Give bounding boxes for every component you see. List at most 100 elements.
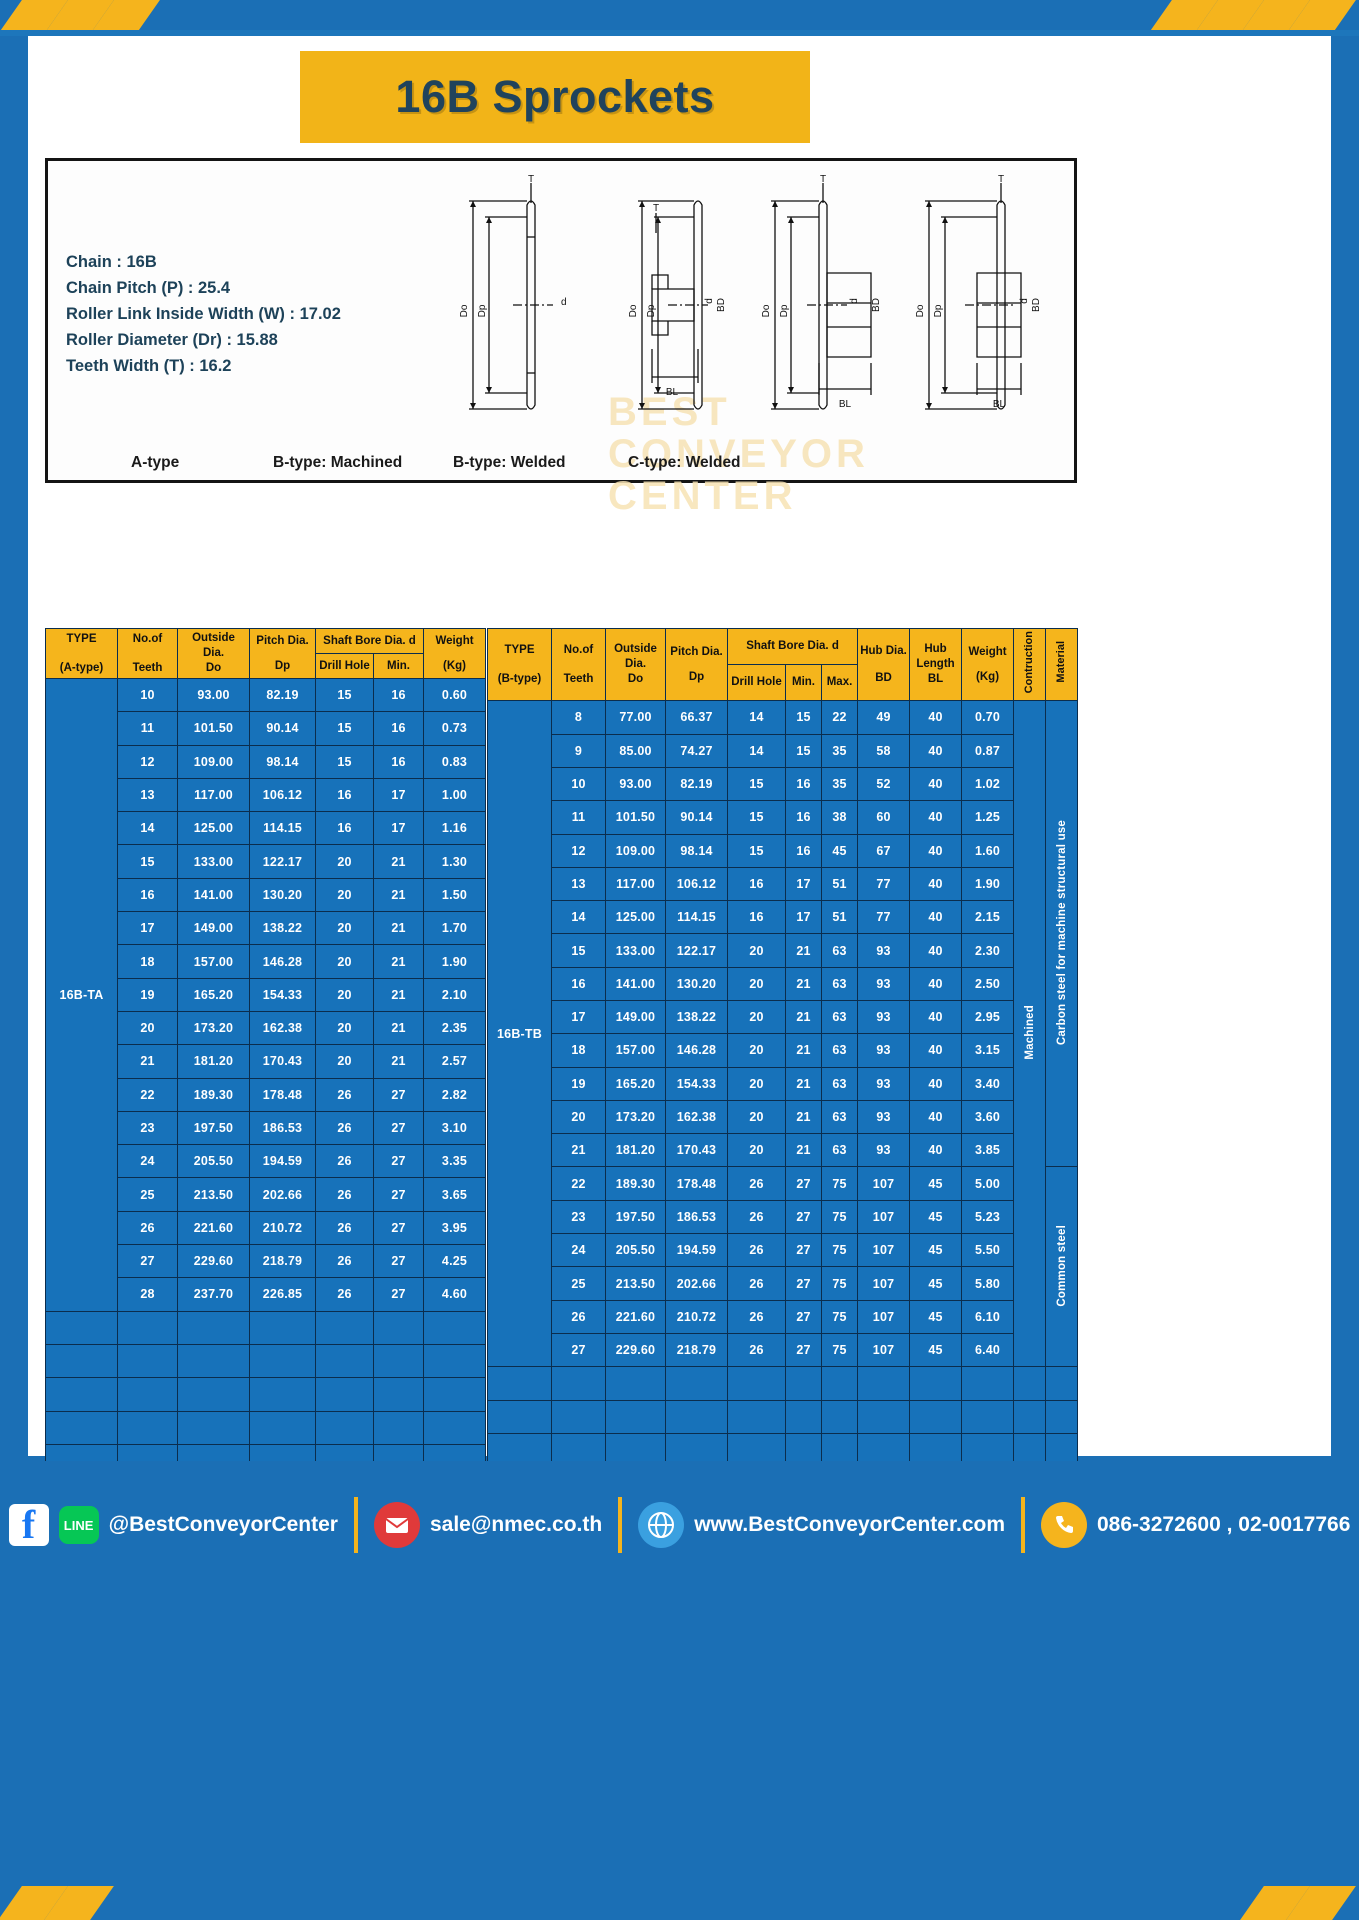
table-cell: 27 [373,1277,424,1312]
table-cell-empty [177,1377,250,1412]
th-a-weight-l1: Weight [435,634,474,647]
table-cell: 20 [117,1010,178,1046]
table-cell: 20 [727,933,786,968]
phone-contact[interactable]: 086-3272600 , 02-0017766 [1041,1502,1350,1548]
table-cell: 189.30 [177,1077,250,1112]
table-cell-empty [487,1366,552,1401]
cell-material-2: Common steel [1045,1166,1079,1368]
line-icon-label: LINE [63,1517,94,1533]
table-cell: 17 [551,999,606,1035]
table-cell: 157.00 [605,1033,666,1068]
table-row: 16B-TB 8 77.00 66.37 14 15 22 49 40 0.70 Machined C… [487,700,1079,1368]
table-cell: 20 [727,999,786,1035]
facebook-icon[interactable]: f [8,1504,49,1546]
table-cell: 15 [785,733,822,768]
table-cell: 63 [820,1133,859,1168]
table-row: 21 181.20 170.43 20 21 63 93 40 3.85 [488,1133,1078,1168]
table-cell: 165.20 [605,1066,666,1101]
th-b-teeth-l1: No.of [563,643,594,656]
table-cell: 181.20 [177,1044,250,1079]
divider-2 [618,1497,623,1553]
table-cell: 16 [315,811,374,846]
phone-icon[interactable] [1041,1502,1087,1548]
table-cell: 15 [315,744,374,779]
table-row: 10 93.00 82.19 15 16 35 52 40 1.02 [488,766,1078,802]
table-cell: 67 [857,833,911,868]
table-cell: 26 [727,1166,786,1201]
table-cell: 26 [315,1177,374,1212]
table-cell: 13 [551,866,606,902]
facebook-contact[interactable]: f LINE @BestConveyorCenter [8,1504,338,1546]
table-cell: 40 [909,800,963,835]
th-a-pitch-l2: Dp [274,659,291,672]
mail-icon[interactable] [373,1502,420,1548]
svg-text:Do: Do [628,304,639,317]
th-b-weight: Weight (Kg) [961,627,1015,702]
table-row: 23 197.50 186.53 26 27 75 107 45 5.23 [488,1199,1078,1235]
table-cell: 16 [551,966,606,1002]
table-cell: 141.00 [177,877,250,913]
website-url[interactable]: www.BestConveyorCenter.com [694,1513,1005,1536]
table-row: 14 125.00 114.15 16 17 1.16 [46,811,486,846]
contact-row: f LINE @BestConveyorCenter sale@nmec.co.… [0,1477,1359,1573]
table-cell: 125.00 [177,811,250,846]
table-cell: 170.43 [249,1044,316,1079]
facebook-handle[interactable]: @BestConveyorCenter [108,1513,338,1536]
th-b-weight-l1: Weight [968,645,1007,658]
th-a-outside-dia: Outside Dia. Do [177,628,250,679]
table-cell: 8 [551,700,606,735]
table-cell: 27 [785,1199,822,1235]
table-cell: 63 [820,966,859,1002]
table-cell: 117.00 [605,866,666,902]
website-contact[interactable]: www.BestConveyorCenter.com [638,1502,1005,1548]
divider-3 [1021,1497,1025,1553]
table-cell: 0.83 [423,744,486,779]
table-cell: 146.28 [665,1033,728,1068]
table-cell: 101.50 [605,800,666,835]
email-contact[interactable]: sale@nmec.co.th [373,1502,603,1548]
table-cell: 40 [909,1099,963,1135]
table-cell: 26 [727,1266,786,1301]
table-row: 18 157.00 146.28 20 21 1.90 [46,944,486,979]
table-cell: 16 [117,877,178,913]
table-cell: 21 [785,1133,822,1168]
table-cell-empty [665,1366,728,1401]
table-cell: 194.59 [249,1144,316,1179]
line-icon[interactable]: LINE [58,1506,99,1544]
table-cell: 107 [857,1166,911,1201]
table-cell: 5.23 [961,1199,1015,1235]
table-cell: 157.00 [177,944,250,979]
table-cell-empty [373,1410,424,1445]
th-b-hub-len-l1: Hub [924,643,947,656]
table-cell: 45 [909,1233,963,1268]
table-cell: 45 [909,1266,963,1301]
table-cell: 21 [551,1133,606,1168]
table-cell-empty [961,1399,1015,1434]
th-b-hub-dia-l1: Hub Dia. [860,644,907,657]
table-cell-empty [1013,1399,1047,1434]
table-cell: 93 [857,933,911,968]
table-cell: 12 [117,744,178,779]
table-row: 17 149.00 138.22 20 21 63 93 40 2.95 [488,999,1078,1035]
table-cell: 20 [315,977,374,1012]
table-cell-empty [315,1343,374,1379]
construction-label: Machined [1023,1004,1036,1060]
th-b-hub-dia-l2: BD [875,671,892,684]
table-cell: 15 [785,700,822,735]
table-cell: 197.50 [605,1199,666,1235]
table-cell: 2.30 [961,933,1015,968]
table-cell: 133.00 [605,933,666,968]
svg-text:Do: Do [761,304,772,317]
email-address[interactable]: sale@nmec.co.th [429,1513,603,1536]
table-cell: 1.50 [423,877,486,913]
table-cell: 130.20 [665,966,728,1002]
table-cell: 27 [785,1299,822,1334]
table-cell: 149.00 [177,911,250,946]
table-cell: 1.30 [423,844,486,879]
table-cell: 229.60 [605,1332,666,1368]
svg-text:BD: BD [716,298,727,312]
material-label-1: Carbon steel for machine structural use [1055,819,1068,1045]
table-cell: 162.38 [665,1099,728,1135]
globe-icon[interactable] [638,1502,685,1548]
phone-numbers[interactable]: 086-3272600 , 02-0017766 [1097,1513,1351,1536]
